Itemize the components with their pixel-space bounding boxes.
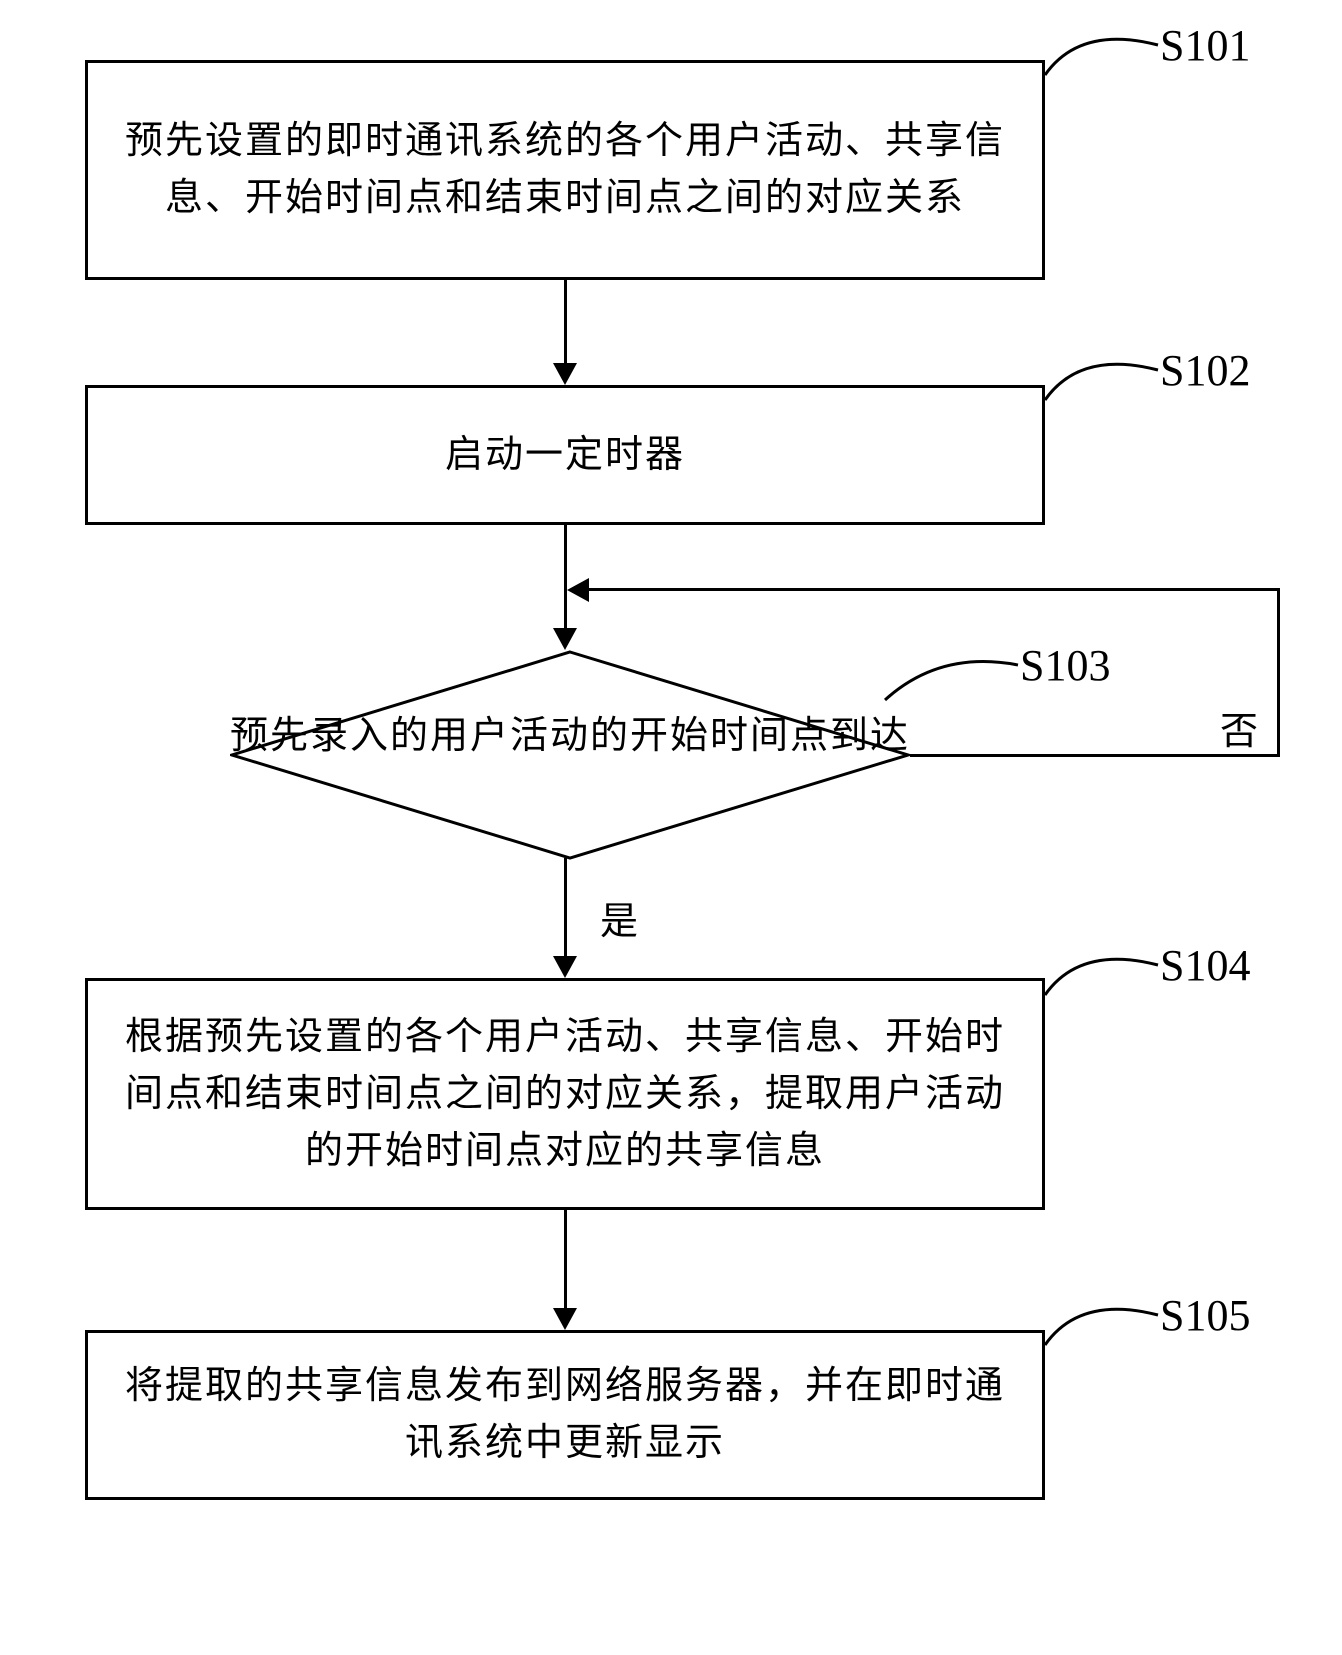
process-s104: 根据预先设置的各个用户活动、共享信息、开始时间点和结束时间点之间的对应关系，提取… [85,978,1045,1210]
edge-yes-v [564,858,567,958]
process-s102: 启动一定时器 [85,385,1045,525]
flowchart-container: 预先设置的即时通讯系统的各个用户活动、共享信息、开始时间点和结束时间点之间的对应… [0,0,1342,1655]
curve-s101 [1040,20,1170,80]
process-s101-text: 预先设置的即时通讯系统的各个用户活动、共享信息、开始时间点和结束时间点之间的对应… [118,113,1012,227]
label-s105: S105 [1160,1290,1250,1341]
process-s105-text: 将提取的共享信息发布到网络服务器，并在即时通讯系统中更新显示 [118,1358,1012,1472]
edge-s101-s102 [564,280,567,365]
curve-s105 [1040,1290,1170,1350]
process-s105: 将提取的共享信息发布到网络服务器，并在即时通讯系统中更新显示 [85,1330,1045,1500]
edge-s104-s105 [564,1210,567,1310]
edge-no-h2 [588,588,1280,591]
curve-s102 [1040,345,1170,405]
label-s101: S101 [1160,20,1250,71]
curve-s104 [1040,940,1170,1000]
process-s104-text: 根据预先设置的各个用户活动、共享信息、开始时间点和结束时间点之间的对应关系，提取… [118,1009,1012,1180]
edge-label-no: 否 [1220,700,1258,755]
edge-label-yes: 是 [600,890,638,945]
arrow-no-merge [567,578,589,602]
decision-s103: 预先录入的用户活动的开始时间点到达 [230,650,910,860]
arrow-yes [553,956,577,978]
arrow-s101-s102 [553,363,577,385]
label-s103: S103 [1020,640,1110,691]
process-s102-text: 启动一定时器 [445,427,685,484]
curve-s103 [880,640,1030,710]
label-s102: S102 [1160,345,1250,396]
edge-no-v [1277,590,1280,757]
arrow-s104-s105 [553,1308,577,1330]
decision-s103-text: 预先录入的用户活动的开始时间点到达 [230,710,910,763]
arrow-s102-s103 [553,628,577,650]
label-s104: S104 [1160,940,1250,991]
process-s101: 预先设置的即时通讯系统的各个用户活动、共享信息、开始时间点和结束时间点之间的对应… [85,60,1045,280]
